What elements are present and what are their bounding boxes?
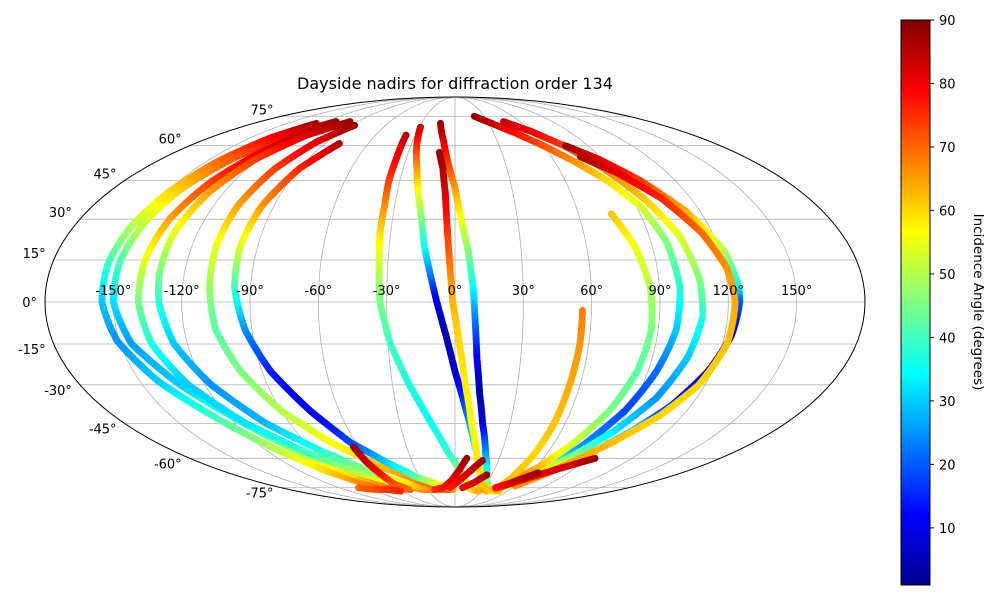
- lat-tick-label: 15°: [23, 247, 46, 262]
- data-point: [483, 485, 491, 493]
- lat-tick-label: -15°: [18, 343, 46, 358]
- lon-tick-label: 60°: [580, 284, 603, 299]
- scatter-points: [98, 112, 744, 495]
- colorbar-tick-label: 50: [939, 268, 956, 283]
- lat-tick-label: 60°: [159, 133, 182, 148]
- data-point: [459, 484, 467, 492]
- meridian-line: [454, 97, 524, 507]
- lat-tick-label: -75°: [246, 487, 274, 502]
- lat-tick-label: 45°: [94, 168, 117, 183]
- lon-tick-label: -120°: [164, 284, 200, 299]
- lat-tick-label: -60°: [154, 457, 182, 472]
- lat-tick-label: 75°: [250, 103, 273, 118]
- lon-tick-label: 150°: [781, 284, 812, 299]
- lon-tick-label: 90°: [648, 284, 671, 299]
- lon-tick-label: 0°: [448, 284, 463, 299]
- lon-tick-label: -90°: [236, 284, 264, 299]
- lat-tick-label: -30°: [44, 384, 72, 399]
- chart-title: Dayside nadirs for diffraction order 134: [297, 74, 613, 93]
- map-boundary: [44, 96, 866, 508]
- lat-tick-label: 0°: [22, 296, 37, 311]
- lon-tick-label: 30°: [512, 284, 535, 299]
- data-point: [491, 484, 499, 492]
- colorbar-tick-label: 70: [939, 141, 956, 156]
- lon-tick-label: -30°: [373, 284, 401, 299]
- lat-tick-label: -45°: [89, 422, 117, 437]
- meridian-line: [454, 97, 729, 507]
- colorbar-tick-label: 30: [939, 395, 956, 410]
- lat-tick-label: 30°: [49, 206, 72, 221]
- colorbar-label: Incidence Angle (degrees): [970, 214, 986, 391]
- data-point: [431, 485, 439, 493]
- lon-tick-label: 120°: [713, 284, 744, 299]
- colorbar-tick-label: 80: [939, 77, 956, 92]
- lon-tick-label: -60°: [304, 284, 332, 299]
- colorbar-tick-label: 40: [939, 331, 956, 346]
- data-point: [396, 487, 404, 495]
- meridian-line: [454, 97, 798, 507]
- colorbar-tick-label: 60: [939, 204, 956, 219]
- meridian-line: [386, 97, 456, 507]
- colorbar-tick-label: 20: [939, 458, 956, 473]
- data-point: [405, 485, 413, 493]
- colorbar-tick-label: 90: [939, 14, 956, 29]
- data-point: [446, 484, 454, 492]
- colorbar: 10 20 30 40 50 60 70 80 90 Incidence Angle (degr…: [900, 14, 986, 586]
- colorbar-gradient: [900, 19, 931, 586]
- colorbar-ticks: 10 20 30 40 50 60 70 80 90: [930, 14, 956, 537]
- colorbar-tick-label: 10: [939, 522, 956, 537]
- lon-tick-label: -150°: [95, 284, 131, 299]
